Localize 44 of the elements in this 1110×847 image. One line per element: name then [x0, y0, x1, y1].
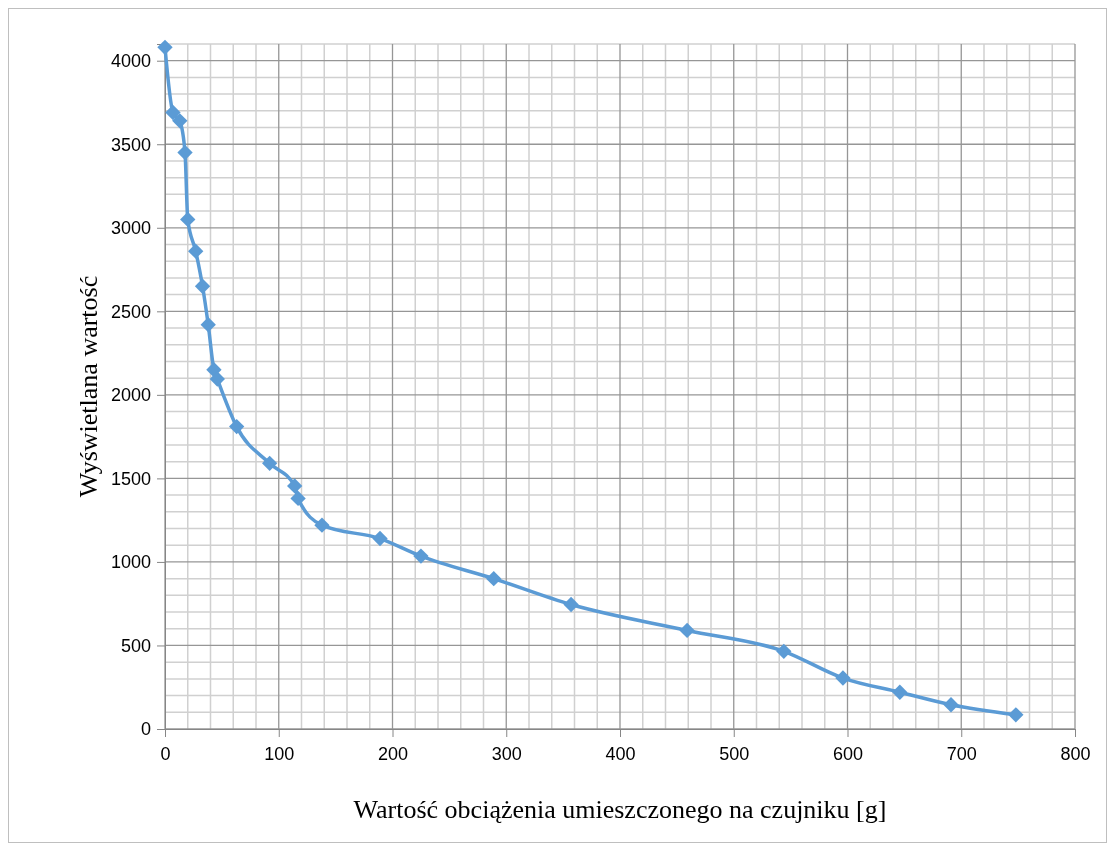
point [679, 622, 695, 639]
point [290, 490, 306, 507]
point [413, 548, 429, 564]
y-tick-label: 2000 [110, 385, 151, 406]
point [563, 596, 579, 613]
x-tick-label: 200 [377, 743, 409, 764]
x-tick-label: 600 [832, 743, 864, 764]
x-tick-label: 800 [1060, 743, 1091, 764]
point [209, 371, 225, 387]
point [372, 530, 388, 547]
x-tick-label: 0 [160, 743, 171, 764]
y-tick-label: 4000 [110, 50, 151, 71]
point [314, 517, 330, 533]
point [172, 113, 188, 129]
point [1008, 707, 1024, 723]
x-axis-title: Wartość obciążenia umieszczonego na czujniku [g] [353, 795, 887, 824]
point [177, 144, 193, 161]
point [776, 643, 792, 659]
x-tick-label: 300 [491, 743, 522, 764]
x-tick-label: 700 [946, 743, 977, 764]
y-tick-label: 0 [140, 719, 151, 740]
point [165, 104, 181, 121]
point [228, 418, 245, 435]
y-tick-label: 3000 [110, 218, 151, 239]
point [194, 278, 211, 294]
y-tick-label: 1000 [110, 552, 151, 573]
y-tick-label: 500 [120, 635, 151, 656]
point [943, 697, 959, 713]
point [200, 317, 216, 333]
point [835, 670, 851, 686]
y-tick-label: 3500 [110, 134, 151, 155]
point [180, 211, 196, 228]
x-tick-label: 500 [719, 743, 750, 764]
point [157, 39, 173, 56]
point [287, 478, 303, 494]
y-tick-label: 2500 [110, 301, 151, 322]
x-tick-label: 400 [605, 743, 636, 764]
y-tick-label: 1500 [110, 468, 151, 489]
y-axis-title: Wyświetlana wartość [74, 275, 103, 498]
x-tick-label: 100 [264, 743, 295, 764]
point [188, 243, 204, 259]
point [261, 455, 278, 472]
point [486, 570, 502, 587]
point [892, 684, 908, 700]
